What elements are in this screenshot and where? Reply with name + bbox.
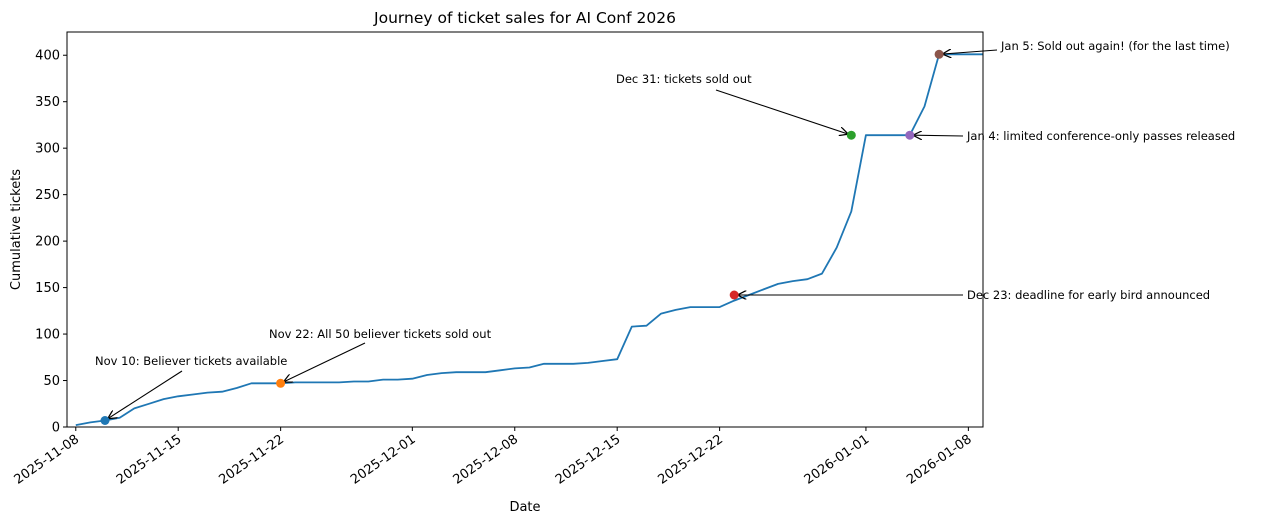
annotation-label: Nov 10: Believer tickets available xyxy=(95,354,287,368)
annotation-label: Jan 4: limited conference-only passes re… xyxy=(966,129,1235,143)
x-tick-label: 2025-11-08 xyxy=(12,432,83,488)
annotation-arrow xyxy=(108,370,183,418)
y-axis-title: Cumulative tickets xyxy=(9,169,24,290)
annotation-marker xyxy=(905,130,915,140)
annotations-layer: Nov 10: Believer tickets available Nov 22… xyxy=(95,39,1235,425)
annotation-label: Nov 22: All 50 believer tickets sold out xyxy=(269,327,492,341)
y-tick-label: 350 xyxy=(35,95,60,110)
x-axis-title: Date xyxy=(509,500,540,515)
chart-title: Journey of ticket sales for AI Conf 2026 xyxy=(373,9,676,27)
annotation-marker xyxy=(934,49,944,59)
series-layer xyxy=(75,53,983,426)
annotation-arrow xyxy=(943,50,998,54)
plot-frame xyxy=(66,31,984,428)
x-tick-label: 2025-11-22 xyxy=(216,432,287,488)
annotation-label: Dec 23: deadline for early bird announce… xyxy=(967,288,1210,302)
y-tick-label: 300 xyxy=(35,142,60,157)
x-tick-label: 2025-11-15 xyxy=(114,432,185,488)
x-tick-label: 2025-12-15 xyxy=(553,432,624,488)
annotation-marker xyxy=(846,130,856,140)
annotation-marker xyxy=(100,416,110,425)
x-tick-label: 2026-01-01 xyxy=(802,432,873,488)
series-line xyxy=(75,53,983,426)
y-tick-label: 200 xyxy=(35,235,60,250)
x-tick-label: 2025-12-01 xyxy=(348,432,419,488)
x-tick-label: 2025-12-22 xyxy=(655,432,726,488)
annotation-label: Dec 31: tickets sold out xyxy=(616,72,752,86)
annotation-arrow xyxy=(715,89,848,134)
y-tick-label: 400 xyxy=(35,49,60,64)
axis-ticks: 0 50 100 150 200 250 300 350 400 2025-11-08 2025-1… xyxy=(12,49,975,488)
annotation-label: Jan 5: Sold out again! (for the last tim… xyxy=(1000,39,1230,53)
y-tick-label: 100 xyxy=(35,328,60,343)
x-tick-label: 2025-12-08 xyxy=(451,432,522,488)
y-tick-label: 0 xyxy=(52,421,60,436)
annotation-marker xyxy=(729,290,739,300)
y-tick-label: 250 xyxy=(35,188,60,203)
annotation-arrow xyxy=(284,342,366,382)
x-tick-label: 2026-01-08 xyxy=(904,432,975,488)
y-tick-label: 150 xyxy=(35,281,60,296)
annotation-arrow xyxy=(914,135,964,136)
y-tick-label: 50 xyxy=(43,374,60,389)
annotation-marker xyxy=(276,378,286,388)
